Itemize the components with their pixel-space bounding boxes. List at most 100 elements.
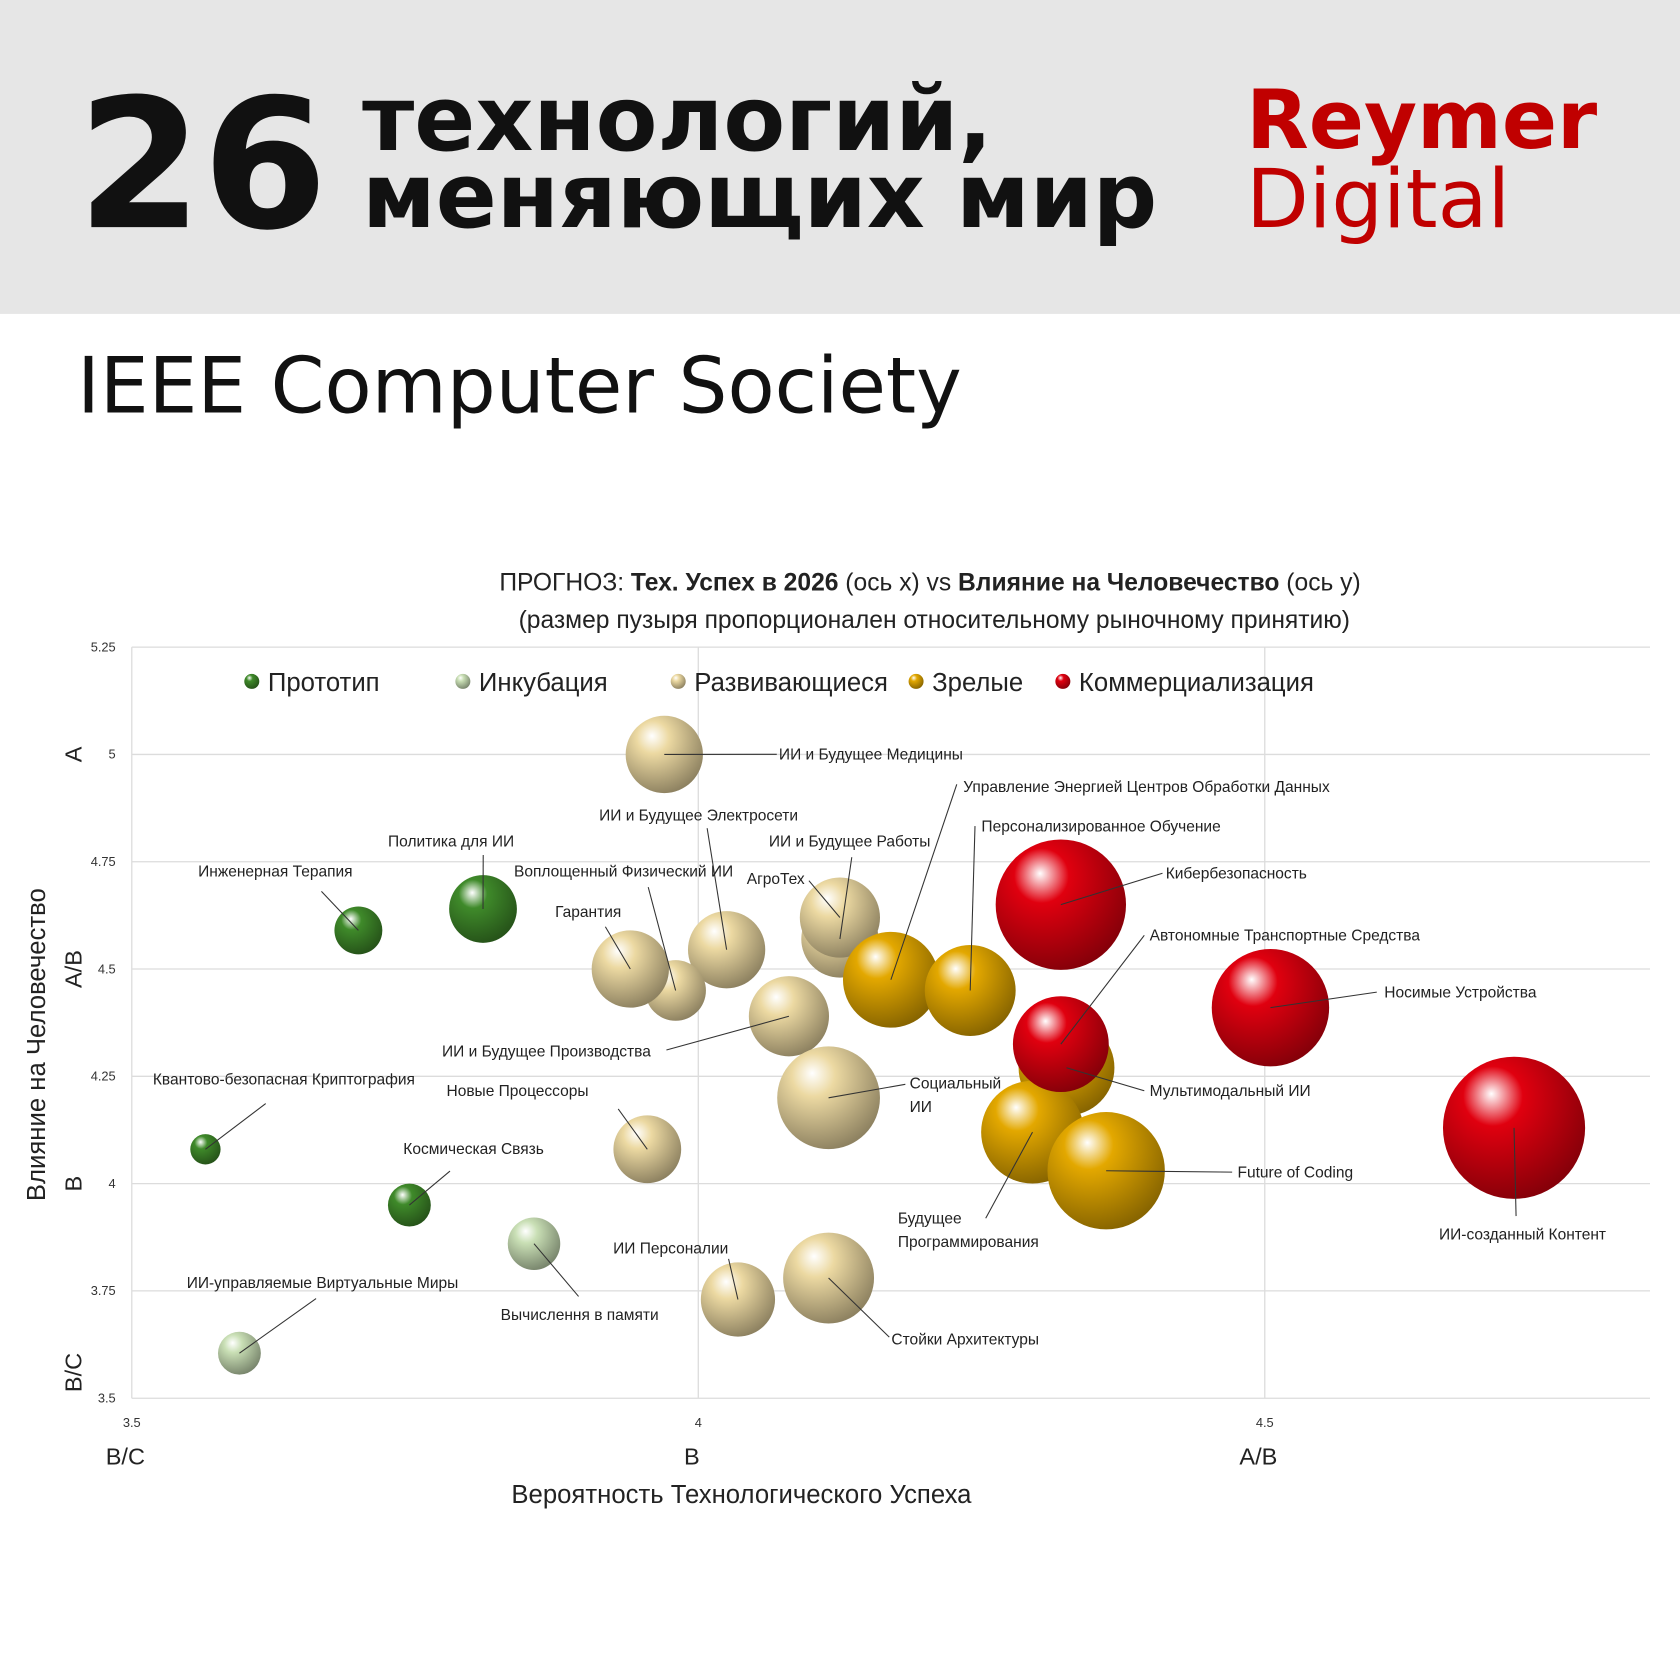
legend-label: Коммерциализация — [1079, 669, 1314, 697]
y-tick-label: 5.25 — [91, 639, 116, 654]
leader-line — [647, 887, 677, 991]
leader-line — [1270, 991, 1377, 1009]
bubble-label: Воплощенный Физический ИИ — [514, 863, 733, 880]
bubble-label: ИИ-созданный Контент — [1439, 1227, 1606, 1244]
x-tick-label: 4 — [695, 1415, 702, 1430]
leader-line — [828, 1083, 906, 1099]
title-part: ПРОГНОЗ: — [499, 569, 631, 596]
chart-subtitle: (размер пузыря пропорционален относитель… — [519, 607, 1350, 634]
legend-label: Прототип — [268, 669, 380, 697]
bubble-label: ИИ — [910, 1099, 932, 1116]
bubble — [842, 931, 939, 1028]
legend-marker — [244, 673, 260, 689]
bubble-label: Квантово-безопасная Криптография — [153, 1071, 415, 1088]
bubble-label: Социальный — [910, 1076, 1002, 1093]
chart-title: ПРОГНОЗ: Тех. Успех в 2026 (ось x) vs Вл… — [499, 569, 1360, 596]
leader-line — [1060, 935, 1145, 1045]
bubble — [613, 1115, 682, 1184]
bubble-label: Future of Coding — [1238, 1165, 1354, 1182]
bubble-label: ИИ Персоналии — [613, 1241, 728, 1258]
y-tick-label: 4.75 — [91, 854, 116, 869]
leader-line — [1513, 1127, 1517, 1217]
bubble-label: ИИ и Будущее Работы — [769, 833, 931, 850]
bubble-label: Автономные Транспортные Средства — [1150, 928, 1421, 945]
bubble-label: ИИ и Будущее Медицины — [779, 747, 963, 764]
leader-line — [321, 891, 359, 931]
x-tick-label: 3.5 — [123, 1415, 141, 1430]
bubble-label: Носимые Устройства — [1384, 985, 1537, 1002]
header-title: меняющих мир — [362, 144, 1157, 249]
legend-marker — [1055, 673, 1071, 689]
leader-line — [706, 828, 728, 950]
x-tick-label: 4.5 — [1256, 1415, 1274, 1430]
bubble-label: Инженерная Терапия — [198, 863, 352, 880]
leader-line — [617, 1108, 648, 1150]
leader-line — [985, 1131, 1033, 1219]
bubble-label: Космическая Связь — [403, 1141, 544, 1158]
y-grade-label: B — [60, 1176, 86, 1192]
leader-line — [1060, 872, 1163, 906]
bubble-labels: Инженерная Терапия Политика для ИИ Квантов… — [153, 747, 1606, 1349]
bubble-label: Управление Энергией Центров Обработки Да… — [963, 779, 1330, 796]
bubble-label: ИИ и Будущее Производства — [442, 1043, 651, 1060]
leader-line — [728, 1258, 739, 1300]
legend-label: Инкубация — [479, 669, 608, 697]
leader-line — [205, 1103, 267, 1150]
leader-line — [828, 1277, 890, 1338]
bubble — [190, 1134, 221, 1165]
bubble-label: АгроТех — [747, 871, 805, 888]
legend-label: Зрелые — [932, 669, 1023, 697]
leader-line — [533, 1243, 579, 1297]
bubble-label: Кибербезопасность — [1166, 866, 1307, 883]
bubble — [995, 839, 1127, 970]
leader-line — [239, 1298, 317, 1354]
title-part: (ось y) — [1279, 569, 1360, 596]
leader-line — [1106, 1170, 1233, 1173]
leader-line — [1066, 1067, 1145, 1092]
y-axis-title: Влияние на Человечество — [23, 888, 51, 1201]
legend-label: Развивающиеся — [694, 669, 888, 697]
title-part: Тех. Успех в 2026 — [631, 569, 839, 596]
legend-marker — [670, 673, 686, 689]
bubble-label: Политика для ИИ — [388, 833, 514, 850]
bubble — [334, 906, 383, 955]
y-grade-label: A — [60, 746, 86, 762]
leader-line — [409, 1170, 451, 1206]
bubble-label: ИИ-управляемые Виртуальные Миры — [187, 1275, 459, 1292]
legend-marker — [908, 673, 924, 689]
bubble — [625, 715, 703, 794]
leader-line — [839, 857, 853, 940]
bubble-label: ИИ и Будущее Электросети — [599, 808, 798, 825]
bubble-label: Персонализированное Обучение — [981, 818, 1220, 835]
bubble-label: Стойки Архитектуры — [891, 1332, 1039, 1349]
y-tick-label: 3.5 — [98, 1391, 116, 1406]
brand: Digital — [1246, 152, 1510, 247]
leader-line — [666, 1015, 790, 1051]
x-grade-label: B — [684, 1444, 700, 1470]
y-tick-label: 5 — [109, 747, 116, 762]
leader-line — [808, 880, 841, 918]
brand: Reymer — [1246, 73, 1597, 168]
y-grade-label: A/B — [60, 950, 86, 988]
source: IEEE Computer Society — [77, 342, 962, 432]
bubble-label: Будущее — [898, 1211, 962, 1228]
header-band — [0, 0, 1680, 314]
y-grade-label: B/C — [60, 1353, 86, 1392]
leader-lines — [205, 753, 1517, 1354]
title-part: Влияние на Человечество — [958, 569, 1279, 596]
bubble-label: Гарантия — [555, 904, 621, 921]
x-axis-title: Вероятность Технологического Успеха — [511, 1481, 972, 1509]
y-tick-label: 4.25 — [91, 1069, 116, 1084]
bubble — [783, 1232, 875, 1324]
bubble-label: Новые Процессоры — [446, 1083, 588, 1100]
leader-line — [969, 826, 976, 991]
header-title: технологий, — [362, 67, 992, 172]
x-grade-label: A/B — [1239, 1444, 1277, 1470]
leader-line — [604, 926, 631, 970]
y-tick-label: 3.75 — [91, 1283, 116, 1298]
bubble-label: Вычислення в памяти — [501, 1307, 659, 1324]
title-part: (ось x) vs — [838, 569, 958, 596]
y-tick-label: 4 — [109, 1176, 116, 1191]
